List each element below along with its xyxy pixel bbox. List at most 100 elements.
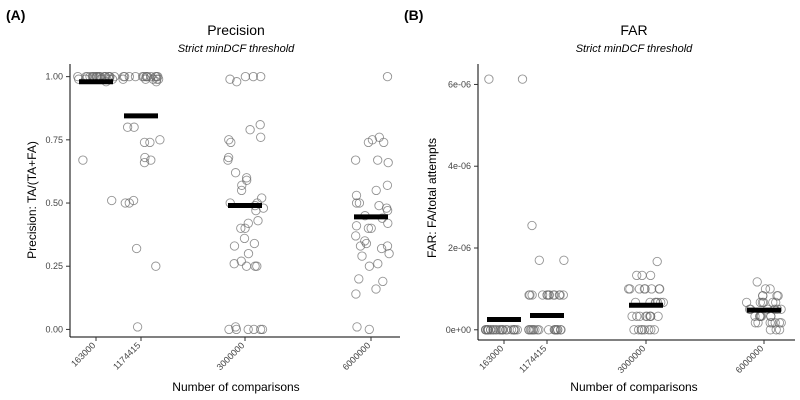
chart-title-b: FAR — [620, 22, 647, 38]
data-point — [145, 137, 155, 148]
data-point — [382, 71, 393, 82]
data-point — [241, 173, 252, 183]
data-point — [383, 157, 393, 168]
data-point — [257, 324, 268, 335]
data-point — [155, 135, 165, 145]
data-point — [366, 223, 376, 233]
data-point — [528, 325, 538, 335]
data-point — [512, 325, 522, 335]
data-point — [229, 241, 240, 251]
data-point — [649, 325, 659, 335]
data-point — [765, 325, 776, 335]
data-point — [225, 74, 235, 84]
data-point — [486, 325, 496, 335]
data-point — [506, 325, 517, 335]
data-point — [483, 325, 493, 335]
data-point — [383, 218, 393, 228]
data-point — [236, 223, 246, 233]
data-point — [373, 155, 383, 165]
data-point — [655, 284, 665, 294]
data-point — [760, 284, 771, 294]
data-point — [351, 190, 362, 201]
data-point — [382, 180, 393, 190]
x-tick-label-a: 163000 — [69, 340, 97, 368]
data-point — [249, 238, 260, 249]
data-point — [363, 137, 374, 148]
y-axis-label-b: FAR: FA/total attempts — [425, 138, 439, 258]
data-point — [226, 137, 236, 148]
x-tick-label-b: 1174415 — [517, 343, 548, 374]
data-point — [148, 74, 158, 84]
data-point — [658, 297, 668, 308]
data-point — [229, 259, 239, 269]
data-point — [236, 256, 246, 266]
chart-subtitle-a: Strict minDCF threshold — [178, 43, 295, 55]
chart-subtitle-b: Strict minDCF threshold — [576, 43, 693, 55]
x-tick-label-b: 163000 — [477, 343, 505, 371]
data-point — [350, 155, 361, 165]
data-point — [351, 198, 362, 208]
data-point — [124, 198, 134, 208]
data-point — [525, 290, 535, 300]
y-tick-label-a: 0.50 — [45, 198, 63, 208]
data-point — [642, 311, 652, 321]
data-point — [773, 291, 783, 301]
data-point — [509, 325, 519, 335]
data-point — [140, 74, 151, 84]
data-point — [534, 255, 544, 265]
data-point — [753, 318, 763, 328]
data-point — [241, 261, 252, 271]
panel-label-b: (B) — [404, 7, 423, 23]
y-tick-label-a: 1.00 — [45, 72, 63, 82]
data-point — [634, 284, 645, 294]
data-point — [768, 297, 778, 308]
data-point — [243, 324, 253, 335]
x-axis-label-b: Number of comparisons — [570, 380, 697, 394]
data-point — [78, 155, 88, 165]
data-point — [544, 290, 554, 300]
data-point — [558, 290, 568, 300]
data-point — [639, 284, 650, 294]
data-point — [364, 261, 375, 271]
data-point — [132, 322, 143, 332]
data-point — [376, 243, 387, 254]
data-point — [354, 274, 364, 284]
data-point — [643, 325, 654, 335]
data-point — [224, 135, 234, 145]
x-tick-label-a: 1174415 — [111, 340, 142, 371]
data-point — [527, 220, 537, 231]
data-point — [646, 325, 656, 335]
data-point — [646, 311, 656, 321]
data-point — [231, 324, 242, 335]
data-point — [107, 195, 117, 206]
data-point — [517, 74, 528, 84]
data-point — [240, 71, 251, 82]
data-point — [255, 324, 266, 335]
data-point — [632, 311, 642, 321]
panel-label-a: (A) — [6, 7, 25, 23]
plot-area-b: 0e+00 2e-06 4e-06 6e-06 163000 1174415 3000000… — [446, 64, 795, 375]
data-point — [645, 270, 656, 281]
data-point — [239, 233, 250, 244]
y-tick-label-b: 6e-06 — [448, 79, 471, 89]
data-point — [351, 221, 362, 231]
data-point — [151, 261, 161, 271]
data-point — [257, 193, 267, 203]
y-tick-label-b: 4e-06 — [448, 161, 471, 171]
data-point — [484, 74, 494, 84]
data-point — [551, 325, 561, 335]
data-point — [524, 290, 534, 300]
data-point — [652, 256, 662, 267]
data-point — [232, 77, 242, 87]
data-point — [542, 290, 552, 300]
data-point — [255, 120, 265, 130]
data-point — [637, 270, 647, 281]
x-tick-label-a: 3000000 — [215, 340, 247, 372]
data-point — [765, 318, 775, 328]
data-point — [151, 77, 161, 87]
data-point — [532, 325, 543, 335]
data-point — [636, 325, 646, 335]
data-point — [379, 137, 389, 148]
data-point — [146, 155, 156, 165]
